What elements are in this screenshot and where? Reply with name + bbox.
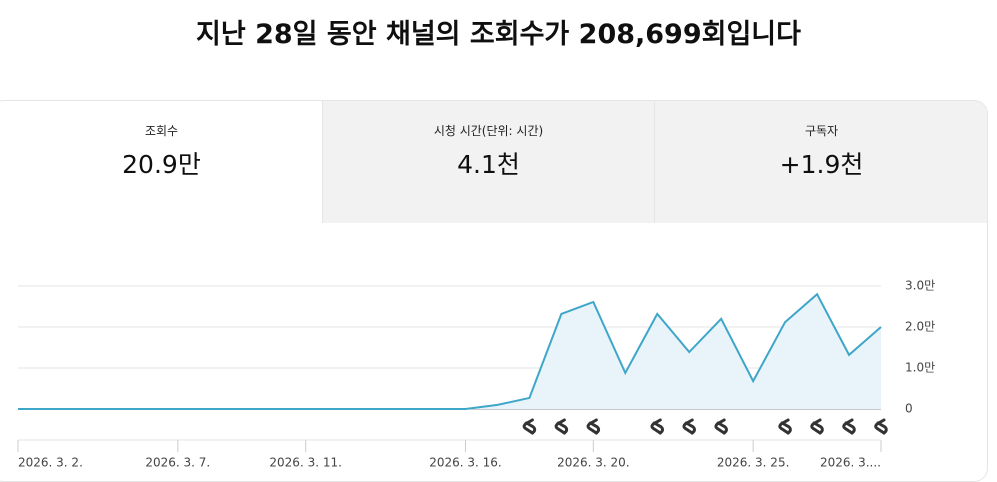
shorts-icon [874,418,888,435]
shorts-icon [810,418,824,435]
shorts-icon [778,418,792,435]
shorts-icon [842,418,856,435]
y-tick-label: 3.0만 [905,279,935,293]
analytics-card: 조회수 20.9만 시청 시간(단위: 시간) 4.1천 구독자 +1.9천 [0,100,988,482]
y-tick-label: 1.0만 [905,361,935,375]
shorts-icon [522,418,537,435]
x-tick-label: 2026. 3. 11. [269,456,342,470]
tab-label: 시청 시간(단위: 시간) [433,124,544,138]
shorts-icon [682,418,696,435]
x-tick-label: 2026. 3. 25. [717,456,790,470]
shorts-icon [650,418,665,435]
area [18,294,881,409]
tab-value: +1.9천 [779,150,864,179]
line [18,292,882,410]
tab-label: 구독자 [804,124,839,138]
shorts-icon [714,418,728,435]
y-tick-label: 0 [905,402,913,416]
tab-value: 4.1천 [457,150,520,179]
page-title: 지난 28일 동안 채널의 조회수가 208,699회입니다 [196,19,801,50]
y-tick-label: 2.0만 [905,320,935,334]
x-tick-label: 2026. 3. 2. [18,456,83,470]
tab-label: 조회수 [144,124,179,138]
tab[interactable]: 조회수 20.9만 [1,101,322,223]
x-tick-label: 2026. 3. 7. [145,456,210,470]
x-tick-label: 2026. 3.... [820,456,881,470]
shorts-icon [586,418,601,435]
x-tick-label: 2026. 3. 16. [429,456,502,470]
tab[interactable]: 구독자 +1.9천 [654,101,987,223]
x-tick-label: 2026. 3. 20. [557,456,630,470]
shorts-icon [554,418,569,435]
tab[interactable]: 시청 시간(단위: 시간) 4.1천 [322,101,654,223]
tab-value: 20.9만 [122,150,201,179]
